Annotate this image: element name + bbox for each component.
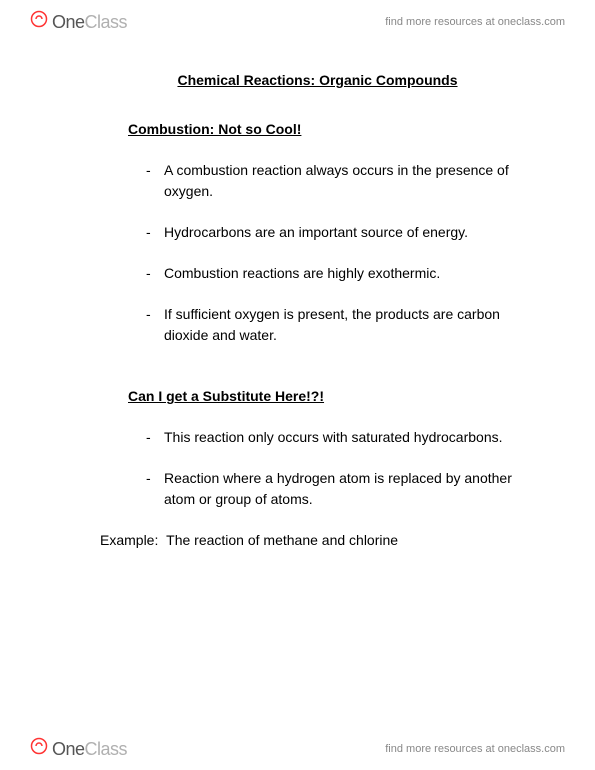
page-footer: OneClass find more resources at oneclass…: [0, 727, 595, 770]
logo-icon: [30, 737, 48, 755]
section-title-1: Can I get a Substitute Here!?!: [128, 386, 535, 407]
bullet-item: A combustion reaction always occurs in t…: [140, 160, 535, 202]
example-text: The reaction of methane and chlorine: [166, 532, 398, 548]
section-bullets-0: A combustion reaction always occurs in t…: [140, 160, 535, 346]
brand-logo-footer: OneClass: [30, 737, 127, 760]
logo-text-one: One: [52, 12, 85, 33]
logo-text-class: Class: [85, 12, 128, 33]
bullet-item: Hydrocarbons are an important source of …: [140, 222, 535, 243]
page-header: OneClass find more resources at oneclass…: [0, 0, 595, 43]
brand-logo: OneClass: [30, 10, 127, 33]
bullet-item: Reaction where a hydrogen atom is replac…: [140, 468, 535, 510]
bullet-item: Combustion reactions are highly exotherm…: [140, 263, 535, 284]
main-title: Chemical Reactions: Organic Compounds: [100, 70, 535, 91]
section-title-0: Combustion: Not so Cool!: [128, 119, 535, 140]
section-bullets-1: This reaction only occurs with saturated…: [140, 427, 535, 510]
bullet-item: If sufficient oxygen is present, the pro…: [140, 304, 535, 346]
logo-text-class: Class: [85, 739, 128, 760]
example-label: Example:: [100, 532, 158, 548]
example-line: Example: The reaction of methane and chl…: [100, 530, 535, 551]
resources-link-bottom[interactable]: find more resources at oneclass.com: [385, 743, 565, 755]
resources-link-top[interactable]: find more resources at oneclass.com: [385, 16, 565, 28]
logo-text-one: One: [52, 739, 85, 760]
document-content: Chemical Reactions: Organic Compounds Co…: [100, 70, 535, 551]
logo-icon: [30, 10, 48, 28]
bullet-item: This reaction only occurs with saturated…: [140, 427, 535, 448]
